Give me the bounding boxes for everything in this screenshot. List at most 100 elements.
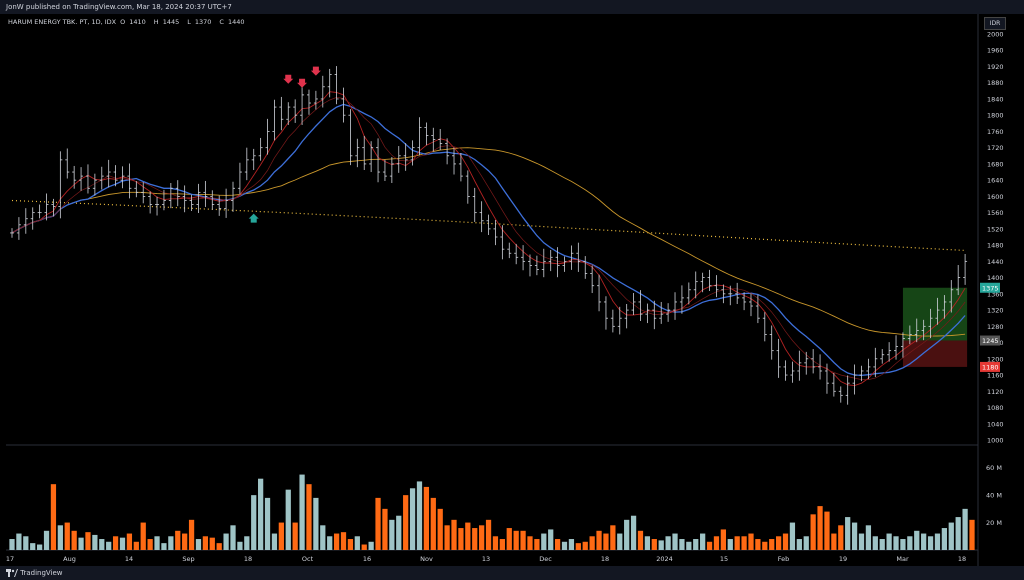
volume-bar [603, 533, 609, 550]
volume-bar [320, 525, 326, 550]
volume-bar [748, 533, 754, 550]
volume-bar [548, 529, 554, 550]
price-label-box [980, 361, 1000, 372]
volume-bar [147, 539, 153, 550]
volume-bar [955, 517, 961, 550]
volume-bar [713, 536, 720, 550]
x-tick-label: 18 [601, 555, 609, 563]
volume-bar [700, 533, 706, 550]
y-tick-label: 1680 [987, 160, 1004, 168]
volume-bar [92, 534, 98, 550]
volume-bar [706, 541, 713, 550]
buy-signal-icon [248, 213, 259, 223]
volume-bar [658, 540, 664, 550]
volume-bar [299, 474, 305, 550]
volume-bar [907, 536, 913, 550]
volume-bar [796, 539, 802, 550]
volume-bar [216, 543, 222, 550]
volume-bar [140, 522, 146, 550]
volume-bar [182, 533, 188, 550]
volume-bar [610, 525, 616, 550]
volume-bar [831, 533, 837, 550]
volume-bar [126, 533, 133, 550]
volume-bar [541, 533, 547, 550]
price-label: 1375 [982, 284, 999, 292]
volume-bar [782, 533, 789, 550]
target-zone [902, 287, 968, 341]
y-tick-label: 1200 [987, 355, 1004, 363]
footer-bar: TradingView [0, 566, 1024, 580]
volume-bar [382, 508, 388, 550]
volume-bar [741, 536, 747, 550]
published-bar: JonW published on TradingView.com, Mar 1… [0, 0, 1024, 14]
volume-bar [624, 519, 630, 550]
y-tick-label: 1800 [987, 112, 1004, 120]
volume-bar [775, 536, 782, 550]
volume-bar [403, 495, 409, 550]
volume-bar [534, 539, 540, 550]
volume-bar [195, 539, 202, 550]
volume-bar [568, 539, 575, 550]
volume-bar [161, 543, 167, 550]
volume-bar [520, 530, 526, 550]
volume-bar [941, 528, 947, 550]
currency-badge[interactable]: IDR [984, 17, 1006, 30]
volume-bar [244, 536, 250, 550]
volume-bar [112, 536, 119, 550]
x-tick-label: 2024 [656, 555, 673, 563]
brand-label: TradingView [20, 569, 63, 577]
x-tick-label: 18 [958, 555, 966, 563]
volume-bar [665, 536, 671, 550]
volume-bar [347, 539, 354, 550]
x-tick-label: Mar [896, 555, 909, 563]
y-tick-label: 2000 [987, 31, 1004, 39]
volume-bar [865, 525, 872, 550]
x-tick-label: 15 [720, 555, 728, 563]
sell-signal-icon [310, 66, 321, 76]
volume-bar [465, 522, 471, 550]
volume-bar [769, 539, 775, 550]
volume-bar [893, 536, 899, 550]
price-label: 1245 [982, 337, 999, 345]
volume-bar [914, 530, 920, 550]
volume-bar [755, 539, 761, 550]
volume-bar [499, 539, 505, 550]
volume-tick-label: 40 M [986, 492, 1002, 500]
y-tick-label: 1360 [987, 290, 1004, 298]
volume-bar [237, 541, 243, 550]
volume-bar [278, 522, 284, 550]
volume-bar [119, 537, 126, 550]
volume-bar [727, 539, 733, 550]
volume-bar [375, 497, 381, 550]
low-label: L 1370 [187, 18, 212, 26]
volume-bar [817, 506, 823, 550]
y-tick-label: 1840 [987, 95, 1004, 103]
volume-bar [803, 536, 809, 550]
ma-slow-line [11, 147, 966, 337]
x-tick-label: 13 [482, 555, 490, 563]
volume-bar [64, 522, 70, 550]
volume-bar [16, 533, 22, 550]
volume-bar [472, 528, 478, 550]
open-label: O 1410 [120, 18, 146, 26]
volume-bar [223, 533, 229, 550]
volume-bar [589, 536, 595, 550]
chart-frame[interactable]: 2000 1960 1920 1880 1840 1800 1760 1720 1680 1640… [0, 14, 1024, 566]
volume-bar [789, 522, 796, 550]
ma-fast2-line [11, 97, 966, 380]
volume-bar [430, 497, 436, 550]
volume-bar [188, 519, 195, 550]
volume-tick-label: 60 M [986, 464, 1002, 472]
volume-bar [264, 497, 271, 550]
volume-bar [886, 533, 892, 550]
volume-bar [513, 530, 519, 550]
volume-bar [927, 536, 934, 550]
volume-bar [340, 532, 347, 550]
volume-bar [734, 536, 740, 550]
volume-bar [720, 529, 726, 550]
volume-bar [368, 541, 374, 550]
y-tick-label: 1280 [987, 323, 1004, 331]
price-chart[interactable]: 2000196019201880184018001760172016801640… [0, 14, 1024, 566]
volume-bar [672, 533, 678, 550]
volume-bar [900, 539, 906, 550]
